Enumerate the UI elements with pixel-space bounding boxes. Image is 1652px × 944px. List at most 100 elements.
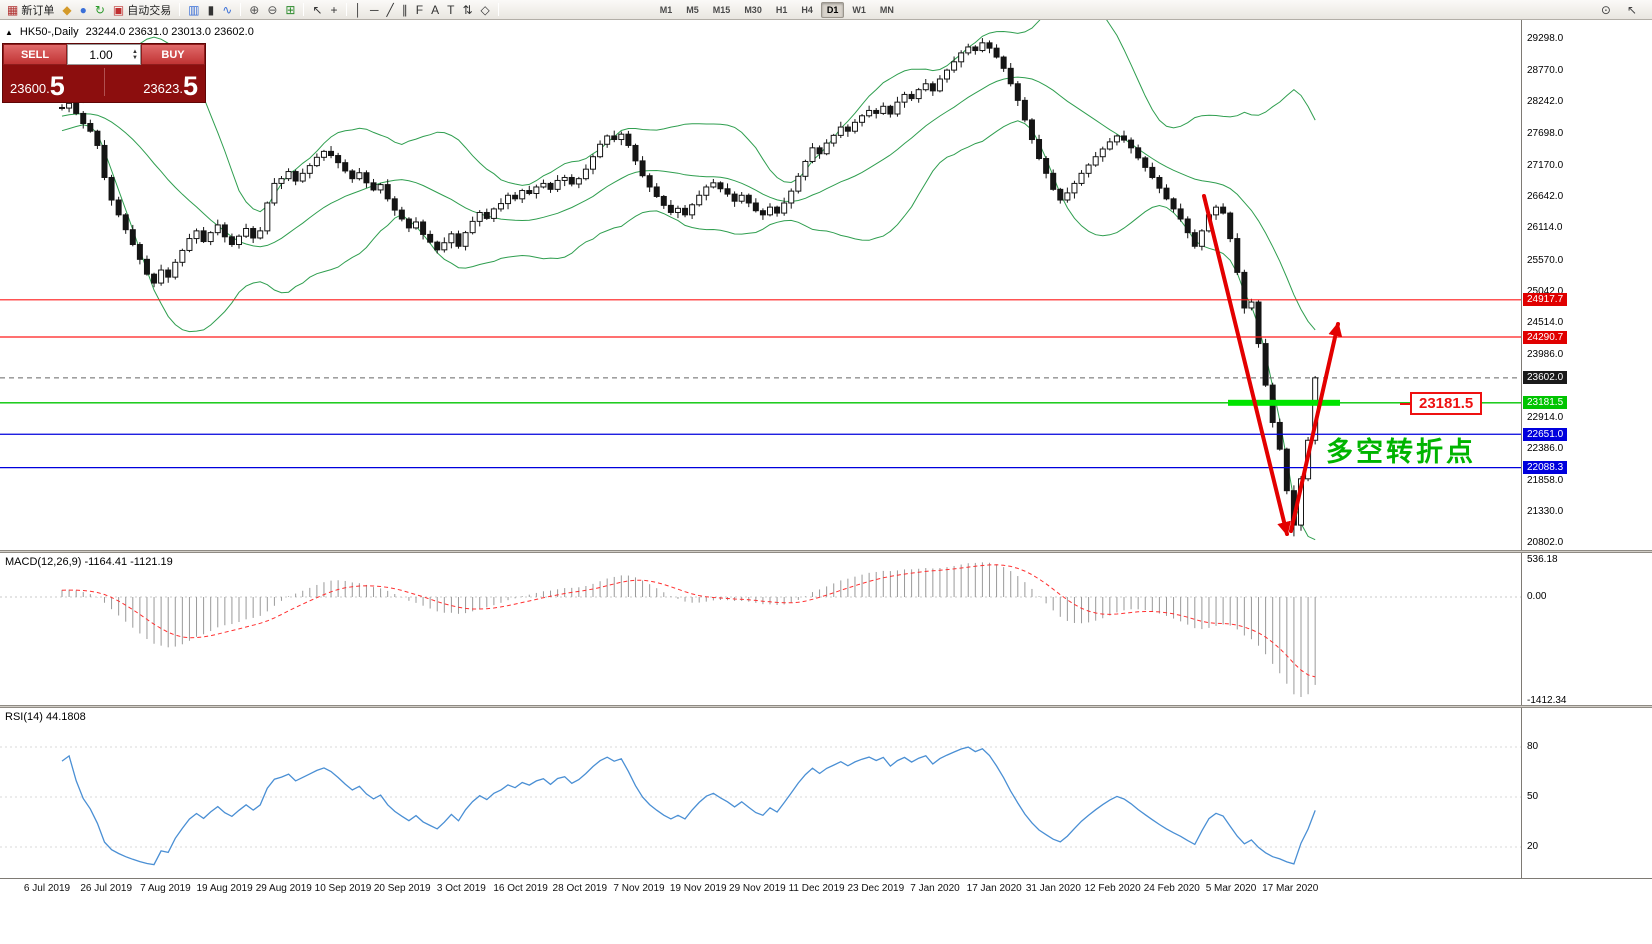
trendline-button[interactable]: ╱ <box>383 1 398 18</box>
price-axis-tick: 28770.0 <box>1527 64 1564 76</box>
timeframe-mn-button[interactable]: MN <box>879 4 894 15</box>
vertical-line-button[interactable]: │ <box>351 1 367 18</box>
time-axis-label: 26 Jul 2019 <box>80 883 133 894</box>
fibonacci-button[interactable]: F <box>412 1 427 18</box>
timeframe-d1-button[interactable]: D1 <box>820 1 845 18</box>
auto-trading-label: 自动交易 <box>127 4 172 17</box>
time-axis-label: 19 Nov 2019 <box>669 883 727 894</box>
pointer-button[interactable]: ↖ <box>1623 1 1641 18</box>
volume-down-button[interactable]: ▼ <box>132 54 138 61</box>
refresh-icon: ↻ <box>94 2 105 17</box>
toolbar-separator <box>179 3 181 16</box>
mql5-market-icon: ◆ <box>62 2 72 17</box>
auto-trading-button[interactable]: ▣ 自动交易 <box>109 1 175 18</box>
support-zone-highlight[interactable] <box>1228 399 1340 406</box>
buy-button[interactable]: BUY <box>141 44 205 65</box>
tile-windows-button[interactable]: ⊞ <box>281 1 299 18</box>
shapes-button[interactable]: ◇ <box>477 1 494 18</box>
cursor-button[interactable]: ↖ <box>308 1 326 18</box>
sell-button[interactable]: SELL <box>3 44 67 65</box>
toolbar-separator <box>345 3 347 16</box>
price-axis-tick: 22386.0 <box>1527 443 1564 455</box>
chart-bars-button[interactable]: ▥ <box>184 1 203 18</box>
volume-input[interactable]: 1.00 ▲ ▼ <box>67 44 141 65</box>
price-divider <box>103 68 105 96</box>
time-axis-label: 7 Jan 2020 <box>910 883 960 894</box>
new-order-label: 新订单 <box>21 4 55 17</box>
chart-bars-icon: ▥ <box>188 2 200 17</box>
price-axis-tick: 25570.0 <box>1527 254 1564 266</box>
macd-panel-splitter[interactable] <box>0 550 1652 553</box>
timeframe-m1-button[interactable]: M1 <box>659 4 673 15</box>
collapse-arrow-icon[interactable]: ▲ <box>5 27 13 37</box>
community-button[interactable]: ● <box>76 1 91 18</box>
zoom-out-icon: ⊖ <box>267 2 278 17</box>
support-price-label[interactable]: 23181.5 <box>1399 392 1483 415</box>
price-axis-tick: 25042.0 <box>1527 285 1564 297</box>
crosshair-button[interactable]: + <box>327 1 342 18</box>
price-axis-tick: 22914.0 <box>1527 412 1564 424</box>
price-level-badge: 23602.0 <box>1523 371 1568 385</box>
time-axis-label: 7 Aug 2019 <box>140 883 191 894</box>
new-order-icon: ▦ <box>7 2 19 17</box>
main-toolbar: ▦ 新订单 ◆ ● ↻ ▣ 自动交易 ▥ ▮ ∿ ⊕ ⊖ ⊞ ↖ + │ ─ ╱ ∥ F A T ⇅ ◇ M1 M5 M15 M30… <box>0 0 1652 20</box>
shapes-icon: ◇ <box>480 2 490 17</box>
price-level-badge: 22651.0 <box>1523 427 1568 441</box>
timeframe-m5-button[interactable]: M5 <box>686 4 699 15</box>
time-axis-label: 19 Aug 2019 <box>196 883 253 894</box>
arrows-tool-button[interactable]: ⇅ <box>458 1 476 18</box>
tile-windows-icon: ⊞ <box>285 2 296 17</box>
horizontal-line-button[interactable]: ─ <box>366 1 383 18</box>
chart-line-button[interactable]: ∿ <box>218 1 236 18</box>
time-axis-label: 10 Sep 2019 <box>314 883 372 894</box>
timeframe-m30-button[interactable]: M30 <box>744 4 762 15</box>
time-axis-label: 17 Jan 2020 <box>966 883 1022 894</box>
new-order-button[interactable]: ▦ 新订单 <box>3 1 58 18</box>
toolbar-separator <box>303 3 305 16</box>
equidistant-channel-icon: ∥ <box>401 2 408 17</box>
zoom-out-button[interactable]: ⊖ <box>263 1 281 18</box>
macd-histogram <box>61 562 1316 697</box>
refresh-button[interactable]: ↻ <box>91 1 109 18</box>
price-axis-tick: 26642.0 <box>1527 191 1564 203</box>
price-axis-tick: 24514.0 <box>1527 317 1564 329</box>
volume-up-button[interactable]: ▲ <box>132 48 138 55</box>
timeframe-m15-button[interactable]: M15 <box>712 4 731 15</box>
price-axis-tick: 29298.0 <box>1527 33 1564 45</box>
time-axis-label: 6 Jul 2019 <box>23 883 71 894</box>
rsi-line <box>61 746 1316 866</box>
horizontal-level-lines[interactable] <box>0 299 1521 469</box>
timeframe-h4-button[interactable]: H4 <box>801 4 813 15</box>
toolbar-items: ▦ 新订单 ◆ ● ↻ ▣ 自动交易 ▥ ▮ ∿ ⊕ ⊖ ⊞ ↖ + │ ─ ╱ ∥ F A T ⇅ ◇ <box>3 1 503 18</box>
macd-axis-tick: 0.00 <box>1527 590 1547 602</box>
text-label-button[interactable]: T <box>443 1 458 18</box>
price-axis-tick: 20802.0 <box>1527 537 1564 549</box>
quick-search-button[interactable]: ⊙ <box>1597 1 1615 18</box>
timeframe-w1-button[interactable]: W1 <box>852 4 866 15</box>
timeframe-h1-button[interactable]: H1 <box>775 4 788 15</box>
time-axis-label: 23 Dec 2019 <box>847 883 905 894</box>
rsi-axis-tick: 50 <box>1527 790 1539 802</box>
text-icon: A <box>431 2 440 17</box>
horizontal-line-icon: ─ <box>370 2 379 17</box>
one-click-trading-panel: SELL 1.00 ▲ ▼ BUY 23600. 5 23623. 5 <box>2 43 206 103</box>
zoom-in-button[interactable]: ⊕ <box>245 1 263 18</box>
macd-axis-tick: -1412.34 <box>1527 694 1567 706</box>
equidistant-channel-button[interactable]: ∥ <box>398 1 412 18</box>
mql5-market-button[interactable]: ◆ <box>58 1 75 18</box>
price-axis-tick: 21858.0 <box>1527 474 1564 486</box>
chart-candles-button[interactable]: ▮ <box>204 1 219 18</box>
fibonacci-icon: F <box>415 2 424 17</box>
price-level-badge: 24917.7 <box>1523 293 1568 307</box>
cursor-icon: ↖ <box>312 2 323 17</box>
time-axis-label: 3 Oct 2019 <box>436 883 486 894</box>
time-axis[interactable]: 6 Jul 2019 26 Jul 2019 7 Aug 2019 19 Aug 20… <box>0 878 1652 900</box>
trend-arrows[interactable] <box>1202 194 1343 536</box>
text-button[interactable]: A <box>427 1 443 18</box>
macd-indicator-label: MACD(12,26,9) -1164.41 -1121.19 <box>5 556 173 568</box>
turning-point-annotation[interactable]: 多空转折点 <box>1326 437 1476 467</box>
price-axis[interactable]: 29298.0 28770.0 28242.0 27698.0 27170.0 26642… <box>1521 0 1652 878</box>
rsi-panel-splitter[interactable] <box>0 705 1652 708</box>
toolbar-right-icons: ⊙ ↖ <box>1597 1 1649 18</box>
